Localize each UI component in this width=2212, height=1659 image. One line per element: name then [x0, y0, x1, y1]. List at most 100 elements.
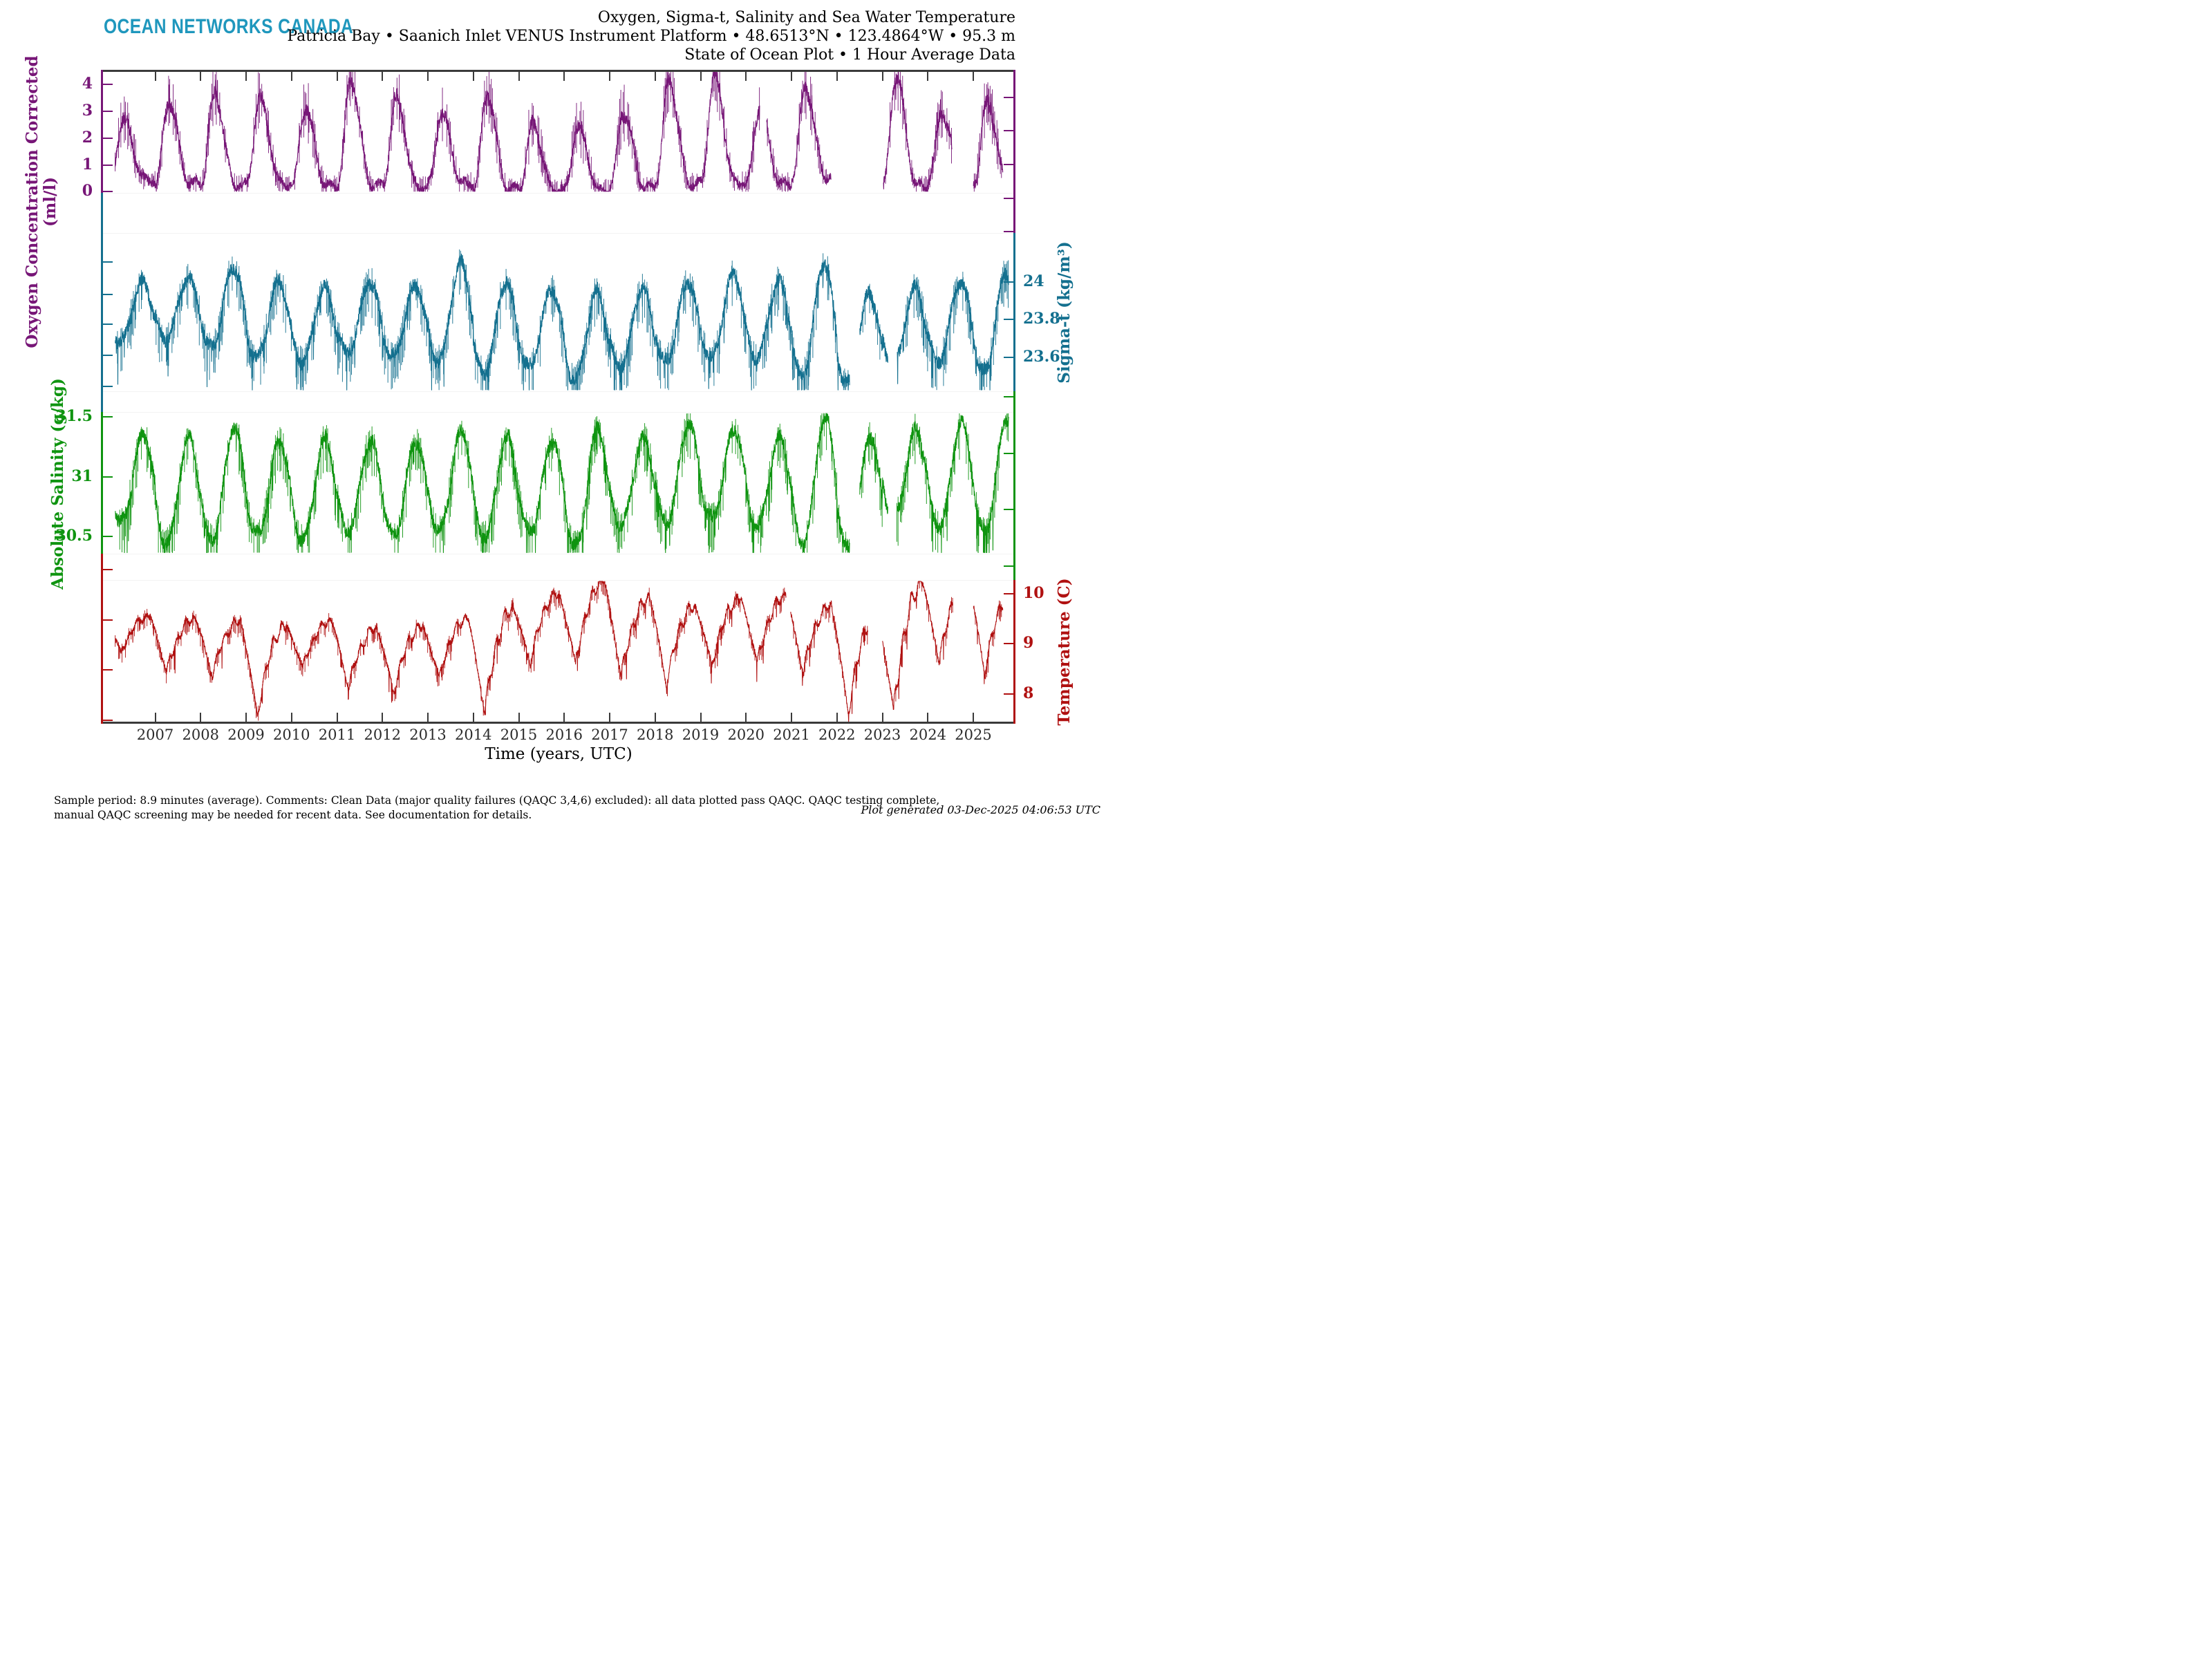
oxygen-tick — [103, 111, 113, 113]
sigma-axis-title: Sigma-t (kg/m³) — [1055, 241, 1074, 384]
sigma_t-tick-label: 24 — [1023, 272, 1044, 290]
x-tick-top — [563, 72, 565, 81]
oxygen-tick-label: 0 — [82, 182, 93, 200]
x-tick-bottom — [881, 713, 883, 722]
oxygen-mirror-tick — [1004, 163, 1013, 165]
title-line-3: State of Ocean Plot • 1 Hour Average Dat… — [684, 46, 1015, 64]
x-tick-top — [745, 72, 747, 81]
salinity-tick — [103, 536, 113, 538]
footer-caption-line-1: Sample period: 8.9 minutes (average). Co… — [54, 794, 940, 807]
x-tick-top — [336, 72, 338, 81]
x-tick-bottom — [654, 713, 656, 722]
salinity-tick-label: 31 — [71, 467, 93, 485]
footer-caption: Sample period: 8.9 minutes (average). Co… — [54, 794, 939, 823]
x-tick-top — [245, 72, 247, 81]
temperature-tick — [1004, 693, 1013, 695]
oxygen-tick — [103, 137, 113, 139]
oxygen-tick-label: 1 — [82, 155, 93, 174]
x-tick-top — [791, 72, 792, 81]
x-tick-bottom — [973, 713, 974, 722]
temperature-tick-label: 10 — [1023, 583, 1044, 602]
panel-divider — [102, 412, 1014, 413]
sigma_t-tick — [1004, 281, 1013, 283]
oxygen-tick-label: 3 — [82, 102, 93, 120]
plot-generated-timestamp: Plot generated 03-Dec-2025 04:06:53 UTC — [861, 803, 1100, 816]
panel-divider — [102, 580, 1014, 581]
x-tick-label: 2010 — [273, 727, 310, 743]
sigma_t-mirror-tick — [103, 385, 113, 387]
sigma_t-mirror-tick — [103, 354, 113, 356]
salinity-tick — [103, 416, 113, 418]
x-axis-title: Time (years, UTC) — [485, 745, 632, 763]
onc-logo: OCEAN NETWORKS CANADA — [104, 15, 354, 38]
x-tick-label: 2015 — [500, 727, 538, 743]
footer-caption-line-2: manual QAQC screening may be needed for … — [54, 809, 532, 821]
left-spine-sigma — [101, 193, 103, 412]
oxygen-tick-label: 2 — [82, 128, 93, 147]
x-tick-label: 2017 — [591, 727, 628, 743]
temperature-mirror-tick — [103, 619, 113, 621]
x-tick-top — [518, 72, 520, 81]
x-tick-label: 2022 — [818, 727, 856, 743]
x-tick-label: 2016 — [545, 727, 583, 743]
x-tick-top — [700, 72, 702, 81]
x-tick-bottom — [563, 713, 565, 722]
x-tick-label: 2020 — [727, 727, 765, 743]
sigma_t-tick-label: 23.8 — [1023, 310, 1060, 328]
oxygen-mirror-tick — [1004, 231, 1013, 232]
x-tick-label: 2012 — [364, 727, 401, 743]
x-tick-bottom — [290, 713, 292, 722]
figure: OCEAN NETWORKS CANADA Oxygen, Sigma-t, S… — [0, 0, 1106, 830]
oxygen-axis-title-text: Oxygen Concentration Corrected — [23, 55, 41, 348]
sigma_t-tick — [1004, 356, 1013, 358]
x-tick-label: 2021 — [773, 727, 810, 743]
x-tick-top — [609, 72, 610, 81]
left-spine-oxygen — [101, 70, 103, 193]
x-tick-top — [472, 72, 474, 81]
salinity-tick-label: 30.5 — [55, 527, 93, 545]
title-line-2: Patricia Bay • Saanich Inlet VENUS Instr… — [287, 28, 1015, 45]
left-spine-temperature — [101, 554, 103, 724]
salinity-mirror-tick — [1004, 565, 1013, 567]
temperature-tick-label: 8 — [1023, 684, 1034, 702]
oxygen-axis-unit-text: (ml/l) — [41, 177, 59, 227]
left-spine-salinity — [101, 412, 103, 554]
right-spine-oxygen — [1013, 70, 1015, 233]
sigma-axis-title-text: Sigma-t (kg/m³) — [1055, 241, 1074, 384]
x-tick-label: 2008 — [182, 727, 219, 743]
x-tick-bottom — [427, 713, 429, 722]
oxygen-mirror-tick — [1004, 97, 1013, 98]
x-tick-label: 2023 — [863, 727, 901, 743]
x-tick-label: 2007 — [136, 727, 174, 743]
sigma_t-mirror-tick — [103, 293, 113, 295]
oxygen-tick-label: 4 — [82, 75, 93, 93]
x-tick-top — [927, 72, 929, 81]
x-tick-bottom — [518, 713, 520, 722]
oxygen-tick — [103, 191, 113, 193]
x-tick-label: 2011 — [318, 727, 356, 743]
x-tick-bottom — [791, 713, 792, 722]
x-tick-top — [290, 72, 292, 81]
x-tick-label: 2009 — [227, 727, 265, 743]
x-tick-label: 2019 — [682, 727, 720, 743]
right-spine-sigma — [1013, 233, 1015, 391]
x-tick-bottom — [836, 713, 838, 722]
salinity-mirror-tick — [1004, 452, 1013, 454]
x-tick-bottom — [154, 713, 156, 722]
x-tick-bottom — [336, 713, 338, 722]
plot-area: 0 1 2 3 4 23.6 23.8 24 30.5 31 31.5 8 9 10 2007 2008 200… — [55, 70, 1060, 743]
x-tick-top — [382, 72, 384, 81]
temperature-tick — [1004, 592, 1013, 594]
sigma_t-mirror-tick — [103, 323, 113, 325]
temperature-mirror-tick — [103, 569, 113, 570]
x-tick-label: 2014 — [455, 727, 492, 743]
x-tick-top — [836, 72, 838, 81]
temperature-axis-title-text: Temperature (C) — [1055, 578, 1074, 726]
temperature-mirror-tick — [103, 669, 113, 671]
x-tick-top — [200, 72, 202, 81]
panel-divider — [102, 391, 1014, 392]
sigma_t-tick — [1004, 319, 1013, 321]
oxygen-mirror-tick — [1004, 130, 1013, 132]
x-tick-bottom — [200, 713, 202, 722]
temperature-tick — [1004, 643, 1013, 644]
